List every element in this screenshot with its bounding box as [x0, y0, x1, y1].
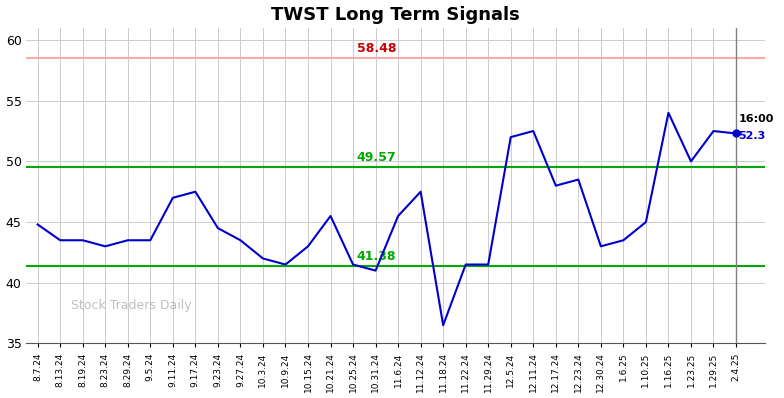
Text: 49.57: 49.57 [357, 150, 396, 164]
Text: 58.48: 58.48 [357, 43, 396, 55]
Text: Stock Traders Daily: Stock Traders Daily [71, 299, 191, 312]
Text: 16:00: 16:00 [739, 114, 774, 124]
Title: TWST Long Term Signals: TWST Long Term Signals [271, 6, 521, 23]
Text: 52.3: 52.3 [739, 131, 765, 141]
Text: 41.38: 41.38 [357, 250, 396, 263]
